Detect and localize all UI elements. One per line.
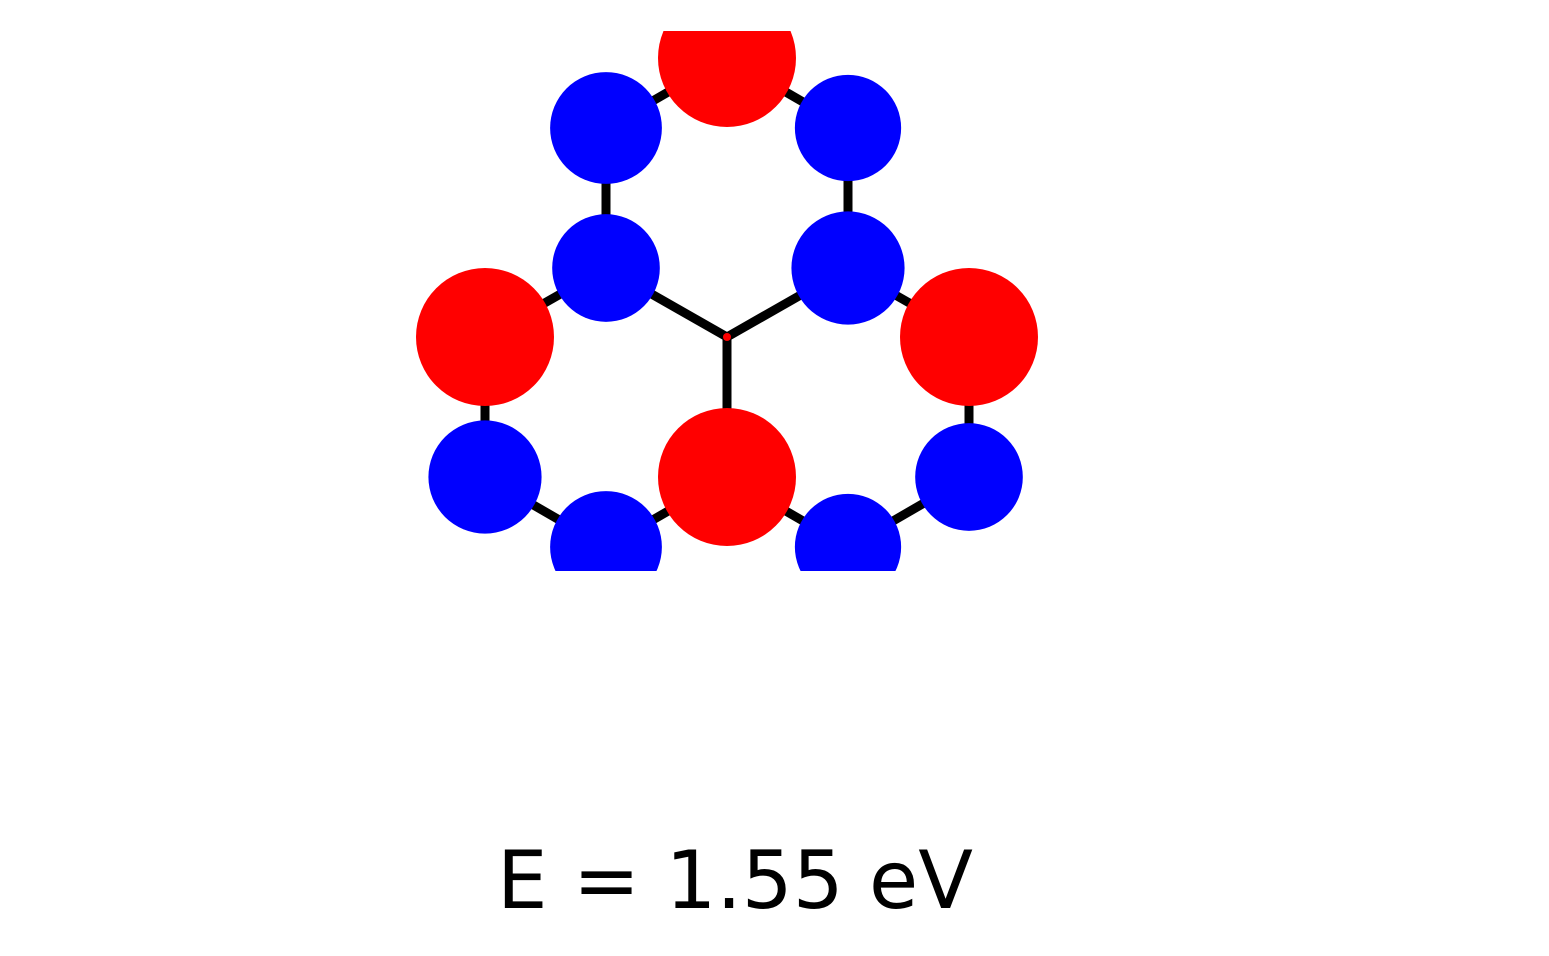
- energy-label: E = 1.55 eV: [497, 834, 973, 927]
- negative-lobe-atom: [791, 211, 905, 325]
- positive-lobe-atom: [658, 408, 796, 546]
- negative-lobe-atom: [794, 493, 902, 571]
- atoms-layer: [416, 31, 1038, 571]
- negative-lobe-atom: [550, 72, 662, 184]
- positive-lobe-atom: [416, 268, 554, 406]
- molecule-plot-area: [416, 31, 1038, 571]
- negative-lobe-atom: [550, 491, 662, 571]
- negative-lobe-atom: [794, 74, 902, 182]
- positive-lobe-atom: [900, 268, 1038, 406]
- negative-lobe-atom: [428, 420, 542, 534]
- negative-lobe-atom: [552, 214, 660, 322]
- negative-lobe-atom: [915, 423, 1023, 531]
- positive-lobe-atom: [658, 31, 796, 127]
- center-atom: [723, 333, 731, 341]
